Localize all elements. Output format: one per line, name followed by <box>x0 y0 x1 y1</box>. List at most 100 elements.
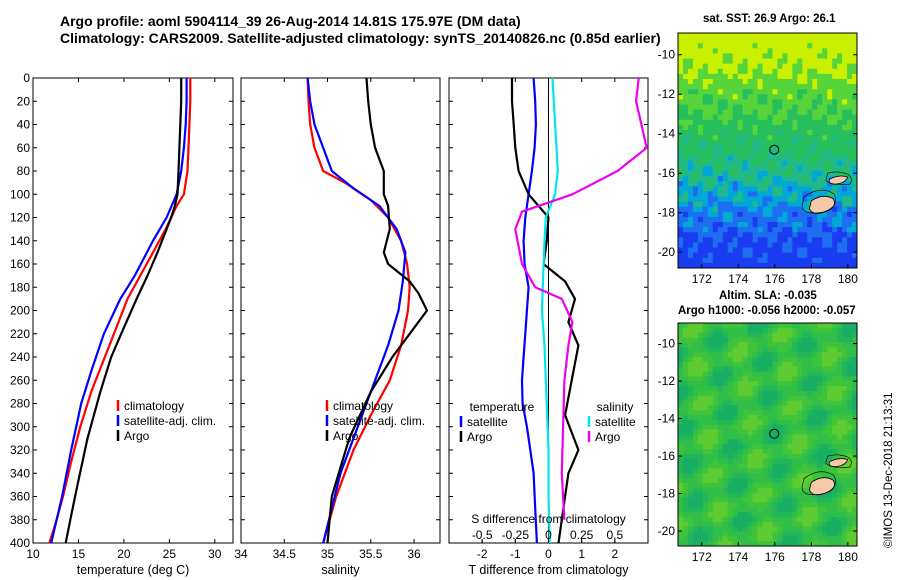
legend-label: satellite <box>595 415 636 429</box>
x-axis-label: T difference from climatology <box>468 563 629 577</box>
bathymetry-contour <box>825 454 852 468</box>
lon-tick-label: 172 <box>692 550 712 564</box>
legend-label: Argo <box>124 429 150 443</box>
y-tick-label: 340 <box>10 466 30 480</box>
x-tick-label: 36 <box>407 547 421 561</box>
x-tick-label: 2 <box>611 547 618 561</box>
y-tick-label: 320 <box>10 443 30 457</box>
y-tick-label: 380 <box>10 513 30 527</box>
x-tick-label: 35.5 <box>359 547 383 561</box>
lat-tick-label: -20 <box>658 524 676 538</box>
y-tick-label: 0 <box>23 71 30 85</box>
imos-watermark: ©IMOS 13-Dec-2018 21:13:31 <box>883 392 895 548</box>
x-tick-label: 20 <box>117 547 131 561</box>
series-line-salinity-argo <box>514 77 648 520</box>
legend-label: satellite-adj. clim. <box>333 414 425 428</box>
x-tick-label: 0 <box>545 547 552 561</box>
y-tick-label: 120 <box>10 211 30 225</box>
bathymetry-contour <box>825 171 852 186</box>
lat-tick-label: -10 <box>658 337 676 351</box>
profile-location-marker <box>769 144 780 155</box>
x-tick-label: -2 <box>477 547 488 561</box>
s-axis-label: S difference from climatology <box>471 512 626 526</box>
s-tick-label: 0 <box>545 528 552 542</box>
series-line-climatology <box>306 77 411 544</box>
y-tick-label: 260 <box>10 373 30 387</box>
map-frame <box>677 322 858 547</box>
x-tick-label: -1 <box>510 547 521 561</box>
legend-title-salinity: salinity <box>597 400 634 414</box>
bathymetry-contour <box>801 189 836 214</box>
s-tick-label: 0.5 <box>606 528 623 542</box>
lon-tick-label: 178 <box>801 272 821 286</box>
y-tick-label: 60 <box>17 141 31 155</box>
island-shape <box>828 458 849 468</box>
lat-tick-label: -18 <box>658 206 676 220</box>
x-tick-label: 15 <box>72 547 86 561</box>
legend-label: Argo <box>467 430 493 444</box>
bathymetry-contour <box>801 471 836 495</box>
y-tick-label: 300 <box>10 420 30 434</box>
y-tick-label: 180 <box>10 280 30 294</box>
y-tick-label: 20 <box>17 94 31 108</box>
lat-tick-label: -14 <box>658 412 676 426</box>
page-title-line2: Climatology: CARS2009. Satellite-adjuste… <box>60 30 661 46</box>
series-line-temperature-argo <box>510 78 580 544</box>
sla-map <box>677 322 858 547</box>
sst-map <box>677 32 858 269</box>
lat-tick-label: -14 <box>658 127 676 141</box>
page-title-line1: Argo profile: aoml 5904114_39 26-Aug-201… <box>60 13 521 29</box>
y-tick-label: 80 <box>17 164 31 178</box>
series-line-argo <box>64 78 183 544</box>
x-tick-label: 10 <box>26 547 40 561</box>
lon-tick-label: 172 <box>692 272 712 286</box>
legend-label: Argo <box>595 430 621 444</box>
lat-tick-label: -16 <box>658 166 676 180</box>
legend-label: climatology <box>124 399 184 413</box>
series-line-temperature-satellite <box>520 77 538 544</box>
x-axis-label: salinity <box>321 563 360 577</box>
legend-title-temperature: temperature <box>470 400 535 414</box>
x-tick-label: 25 <box>163 547 177 561</box>
lat-tick-label: -16 <box>658 449 676 463</box>
y-tick-label: 360 <box>10 490 30 504</box>
lat-tick-label: -12 <box>658 374 676 388</box>
x-tick-label: 35 <box>321 547 335 561</box>
lon-tick-label: 174 <box>728 272 748 286</box>
map-frame <box>677 32 858 269</box>
lon-tick-label: 176 <box>765 550 785 564</box>
lat-tick-label: -10 <box>658 48 676 62</box>
y-tick-label: 220 <box>10 327 30 341</box>
lon-tick-label: 174 <box>728 550 748 564</box>
sla-map-label: Altim. SLA: -0.035 <box>719 290 817 302</box>
x-tick-label: 34 <box>234 547 248 561</box>
y-tick-label: 200 <box>10 304 30 318</box>
y-tick-label: 140 <box>10 234 30 248</box>
y-tick-label: 400 <box>10 536 30 550</box>
y-tick-label: 280 <box>10 397 30 411</box>
y-tick-label: 240 <box>10 350 30 364</box>
series-line-argo <box>326 77 429 544</box>
x-axis-label: temperature (deg C) <box>77 563 190 577</box>
s-tick-label: -0.5 <box>472 528 493 542</box>
x-tick-label: 34.5 <box>273 547 297 561</box>
plot-frame-1 <box>32 77 234 544</box>
legend-label: climatology <box>333 399 393 413</box>
lon-tick-label: 176 <box>765 272 785 286</box>
lon-tick-label: 178 <box>801 550 821 564</box>
x-tick-label: 1 <box>578 547 585 561</box>
legend-label: Argo <box>333 429 359 443</box>
y-tick-label: 40 <box>17 118 31 132</box>
series-line-climatology <box>48 78 192 544</box>
sst-map-label: sat. SST: 26.9 Argo: 26.1 <box>703 13 836 25</box>
s-tick-label: 0.25 <box>570 528 594 542</box>
lon-tick-label: 180 <box>838 550 858 564</box>
lat-tick-label: -18 <box>658 487 676 501</box>
lat-tick-label: -20 <box>658 245 676 259</box>
lon-tick-label: 180 <box>838 272 858 286</box>
y-tick-label: 100 <box>10 187 30 201</box>
lat-tick-label: -12 <box>658 87 676 101</box>
series-line-salinity-satellite <box>540 77 559 544</box>
legend-label: satellite-adj. clim. <box>124 414 216 428</box>
